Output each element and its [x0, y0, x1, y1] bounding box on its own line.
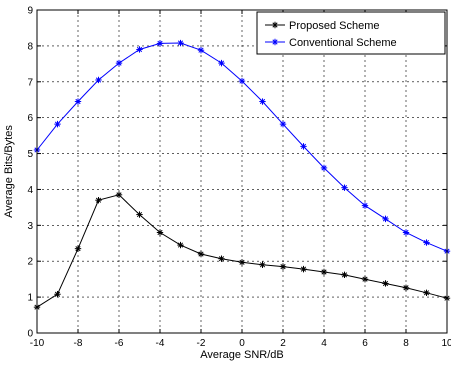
data-point [279, 263, 287, 270]
data-point [95, 197, 102, 204]
data-point [156, 229, 164, 236]
x-tick-label: -4 [156, 338, 165, 349]
data-point [382, 280, 389, 287]
grid [37, 10, 447, 333]
x-tick-label: 8 [403, 338, 409, 349]
data-point [218, 255, 225, 262]
y-tick-label: 7 [27, 77, 33, 88]
data-point [136, 211, 143, 218]
x-tick-label: 4 [321, 338, 327, 349]
data-point [259, 98, 266, 105]
x-tick-label: -6 [115, 338, 124, 349]
data-point [402, 229, 410, 236]
series-conventional [33, 39, 451, 255]
y-tick-label: 8 [27, 41, 33, 52]
data-point [74, 245, 82, 252]
ticks: -10 -8 -6 -4 -2 0 2 4 6 8 10 0 1 2 3 4 5 6 7 8 9 [27, 6, 451, 350]
data-point [423, 239, 430, 246]
x-tick-label: 2 [280, 338, 286, 349]
data-point [95, 76, 102, 84]
data-point [320, 164, 328, 172]
data-point [238, 77, 246, 85]
data-point [115, 191, 123, 199]
legend-label: Proposed Scheme [289, 20, 380, 32]
data-point [279, 120, 287, 128]
data-point [177, 39, 184, 47]
y-tick-label: 3 [27, 221, 33, 232]
x-tick-label: 10 [441, 338, 451, 349]
data-point [218, 59, 225, 67]
legend-item: Conventional Scheme [265, 37, 397, 49]
data-point [74, 98, 82, 105]
data-point [361, 275, 369, 283]
data-point [197, 46, 205, 54]
data-point [115, 59, 123, 67]
legend-item: Proposed Scheme [265, 20, 380, 32]
legend-box [256, 11, 446, 55]
y-tick-label: 1 [27, 293, 33, 304]
data-point [300, 143, 307, 150]
y-tick-label: 2 [27, 257, 33, 268]
x-tick-label: -10 [30, 338, 45, 349]
data-point [402, 284, 410, 291]
legend-label: Conventional Scheme [289, 37, 397, 49]
x-tick-label: -2 [197, 338, 206, 349]
x-tick-label: -8 [74, 338, 83, 349]
legend: Proposed Scheme Conventional Scheme [256, 11, 446, 55]
data-point [382, 215, 389, 223]
data-point [136, 46, 143, 53]
y-tick-label: 6 [27, 113, 33, 124]
data-point [177, 241, 184, 249]
x-tick-label: 0 [239, 338, 245, 349]
data-point [320, 268, 328, 276]
data-point [54, 120, 61, 128]
data-point [156, 40, 164, 47]
data-point [238, 259, 246, 266]
y-tick-label: 9 [27, 6, 33, 17]
data-point [300, 265, 307, 273]
data-point [54, 291, 61, 298]
legend-marker [271, 38, 279, 46]
legend-marker [271, 21, 279, 29]
data-point [361, 202, 369, 209]
data-point [259, 261, 266, 269]
data-point [341, 184, 348, 191]
data-point [341, 271, 348, 279]
y-axis-label: Average Bits/Bytes [3, 125, 15, 218]
series-proposed [33, 191, 451, 311]
x-tick-label: 6 [362, 338, 368, 349]
y-tick-label: 4 [27, 185, 33, 196]
data-point [423, 289, 430, 297]
data-point [197, 250, 205, 258]
x-axis-label: Average SNR/dB [200, 349, 284, 361]
y-tick-label: 5 [27, 149, 33, 160]
y-tick-label: 0 [27, 329, 33, 340]
